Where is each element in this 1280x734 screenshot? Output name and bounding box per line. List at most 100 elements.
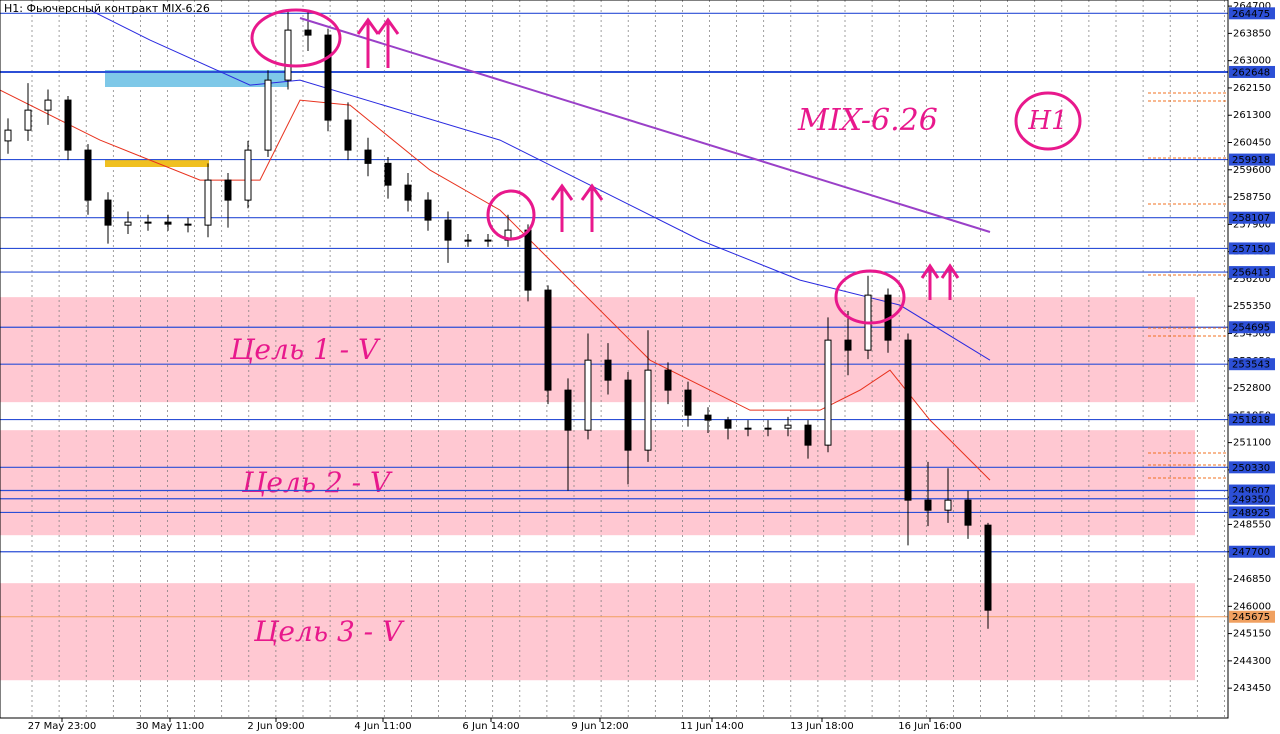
annotation: H1 <box>1027 106 1067 136</box>
x-tick-label: 9 Jun 12:00 <box>571 721 628 732</box>
level-label-box <box>1229 492 1275 505</box>
target-zone <box>0 297 1195 403</box>
x-tick-label: 13 Jun 18:00 <box>790 721 854 732</box>
highlight-box <box>105 70 288 87</box>
level-label: 245675 <box>1232 612 1270 623</box>
level-label-box <box>1229 461 1275 474</box>
level-label: 249350 <box>1232 494 1270 505</box>
moving-average <box>0 89 991 481</box>
level-label: 258107 <box>1232 213 1270 224</box>
candle-body <box>624 379 632 451</box>
candle-body <box>164 221 172 225</box>
moving-average <box>89 9 991 361</box>
circle <box>250 8 342 68</box>
candle-body <box>564 389 572 431</box>
level-label: 248925 <box>1232 508 1270 519</box>
y-tick-label: 259600 <box>1233 165 1271 176</box>
candle-body <box>304 29 312 36</box>
level-label-box <box>1229 153 1275 166</box>
alert-arrows <box>1148 92 1226 479</box>
candle-body <box>684 389 692 416</box>
circle <box>486 189 536 241</box>
chart-title: H1: Фьючерсный контракт MIX-6.26 <box>4 2 210 15</box>
level-label: 262648 <box>1232 67 1270 78</box>
candle-body <box>404 184 412 201</box>
x-tick-label: 27 May 23:00 <box>28 721 97 732</box>
candle-body <box>384 162 392 186</box>
level-label-box <box>1229 65 1275 78</box>
level-label: 254695 <box>1232 323 1270 334</box>
level-label-box <box>1229 266 1275 279</box>
level-label-box <box>1229 358 1275 371</box>
candle-body <box>44 99 52 111</box>
candle-body <box>184 223 192 226</box>
target-zone <box>0 583 1195 681</box>
level-label: 257150 <box>1232 244 1270 255</box>
hand-marks <box>250 8 1082 325</box>
y-tick-label: 255350 <box>1233 301 1271 312</box>
x-tick-label: 30 May 11:00 <box>136 721 205 732</box>
level-label: 264475 <box>1232 9 1270 20</box>
level-label-box <box>1229 413 1275 426</box>
level-label: 256413 <box>1232 268 1270 279</box>
candle-body <box>764 427 772 430</box>
candle-body <box>944 499 952 511</box>
candle-body <box>904 339 912 501</box>
y-tick-label: 256200 <box>1233 274 1271 285</box>
level-label: 250330 <box>1232 463 1270 474</box>
y-tick-label: 243450 <box>1233 683 1271 694</box>
candle-body <box>704 414 712 421</box>
y-tick-label: 261300 <box>1233 110 1271 121</box>
level-label: 249607 <box>1232 486 1270 497</box>
y-tick-label: 262150 <box>1233 83 1271 94</box>
y-tick-label: 248550 <box>1233 519 1271 530</box>
y-tick-label: 263000 <box>1233 56 1271 67</box>
candle-body <box>924 499 932 511</box>
candle-body <box>364 149 372 164</box>
level-label: 259918 <box>1232 155 1270 166</box>
level-label-box <box>1229 242 1275 255</box>
x-tick-label: 4 Jun 11:00 <box>354 721 411 732</box>
x-tick-label: 6 Jun 14:00 <box>462 721 519 732</box>
candle-body <box>144 221 152 224</box>
arrows <box>356 17 400 68</box>
arrows <box>920 263 960 300</box>
candle-body <box>344 119 352 151</box>
candle-body <box>964 499 972 526</box>
x-tick-label: 2 Jun 09:00 <box>247 721 304 732</box>
candle-body <box>844 339 852 351</box>
candle-body <box>244 149 252 201</box>
candle-body <box>84 149 92 201</box>
candle-body <box>724 419 732 429</box>
y-tick-label: 251100 <box>1233 438 1271 449</box>
candle-body <box>484 239 492 242</box>
y-tick-label: 245150 <box>1233 629 1271 640</box>
plot-frame <box>0 0 1229 719</box>
annotation: MIX-6.26 <box>797 103 938 138</box>
arrows <box>550 183 604 232</box>
candle-body <box>644 369 652 451</box>
candle-body <box>544 289 552 391</box>
y-tick-label: 252800 <box>1233 383 1271 394</box>
y-tick-label: 246000 <box>1233 601 1271 612</box>
candle-body <box>64 99 72 151</box>
zone-label: Цель 1 - V <box>229 333 381 366</box>
target-zone <box>0 430 1195 536</box>
candle-body <box>604 359 612 381</box>
y-tick-label: 246850 <box>1233 574 1271 585</box>
level-label-box <box>1229 545 1275 558</box>
candle-body <box>984 524 992 611</box>
candle-body <box>224 179 232 201</box>
level-label-box <box>1229 610 1275 623</box>
y-tick-label: 254500 <box>1233 328 1271 339</box>
candle-body <box>664 369 672 391</box>
candle-body <box>104 199 112 226</box>
candle-body <box>124 221 132 226</box>
candle-body <box>284 29 292 81</box>
candle-body <box>4 129 12 142</box>
level-label: 247700 <box>1232 547 1270 558</box>
candle-body <box>824 339 832 446</box>
candle-body <box>744 427 752 430</box>
